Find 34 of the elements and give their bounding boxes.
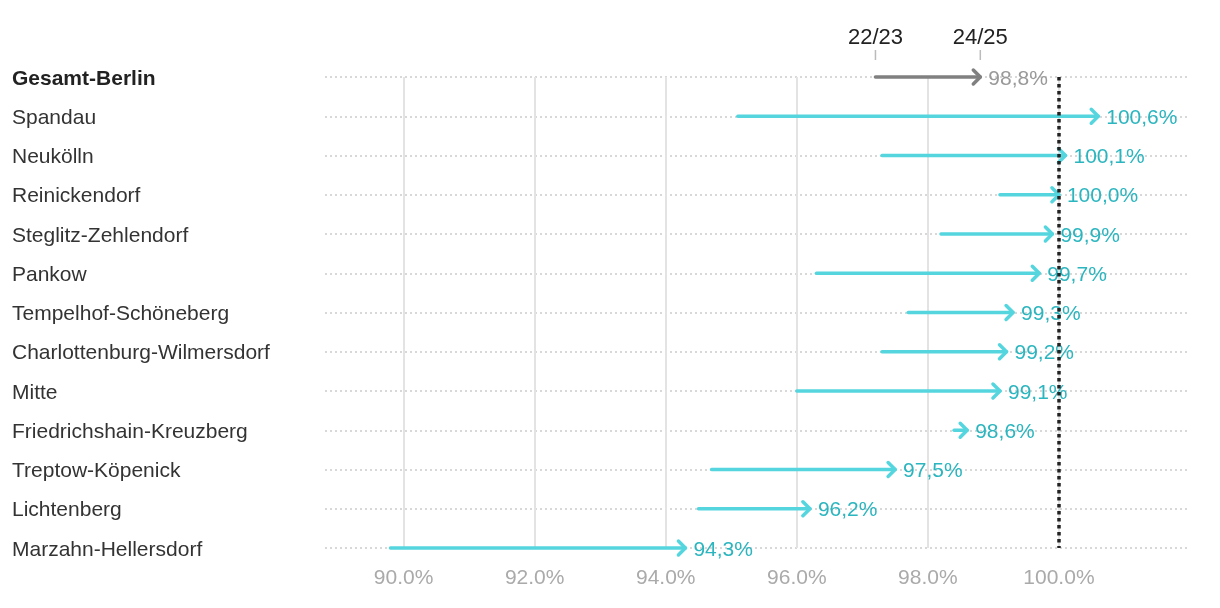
y-tick-label: Tempelhof-Schöneberg [12, 301, 230, 324]
y-tick-label: Treptow-Köpenick [12, 458, 181, 481]
y-tick-label: Friedrichshain-Kreuzberg [12, 418, 248, 442]
y-tick-label: Neukölln [12, 144, 94, 167]
data-label: 99,9% [1060, 222, 1120, 246]
data-label: 98,6% [975, 418, 1035, 442]
y-tick-label: Spandau [12, 104, 97, 128]
annotation: 24/25 [952, 23, 1008, 49]
y-tick-label: Charlottenburg-Wilmersdorf [12, 340, 271, 364]
data-label: 100,1% [1073, 144, 1145, 167]
y-tick-label: Steglitz-Zehlendorf [12, 222, 189, 246]
y-tick-label: Gesamt-Berlin [12, 65, 156, 89]
data-label: 97,5% [903, 458, 963, 481]
x-tick-label: 90.0% [373, 565, 434, 588]
x-tick-label: 100.0% [1023, 565, 1095, 588]
data-label: 100,6% [1106, 104, 1178, 128]
data-label: 99,2% [1014, 340, 1075, 364]
y-tick-label: Lichtenberg [12, 497, 122, 521]
y-tick-label: Reinickendorf [12, 183, 141, 207]
x-tick-label: 92.0% [504, 565, 565, 588]
data-label: 96,2% [817, 497, 878, 521]
data-label: 99,3% [1021, 301, 1081, 324]
data-label: 99,7% [1047, 261, 1107, 285]
data-label: 100,0% [1066, 183, 1139, 207]
data-label: 99,1% [1007, 379, 1068, 403]
x-tick-label: 94.0% [635, 565, 696, 588]
data-label: 98,8% [988, 65, 1048, 89]
y-tick-label: Mitte [12, 379, 58, 403]
x-tick-label: 96.0% [767, 565, 827, 588]
annotation: 22/23 [847, 23, 903, 49]
y-tick-label: Marzahn-Hellersdorf [12, 536, 203, 560]
x-tick-label: 98.0% [898, 565, 958, 588]
y-tick-label: Pankow [12, 261, 88, 285]
data-label: 94,3% [693, 536, 753, 560]
